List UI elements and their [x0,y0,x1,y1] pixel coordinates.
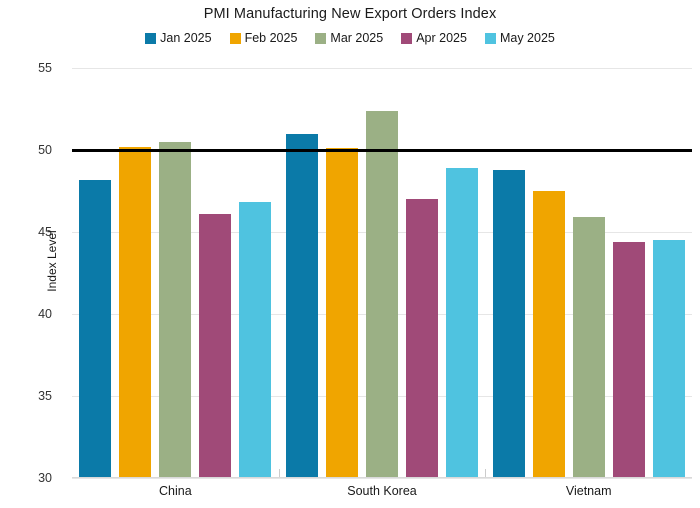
x-category-label: Vietnam [565,484,612,498]
y-axis-tick-labels: 30 35 40 45 50 55 [0,61,62,485]
bar[interactable] [239,202,272,478]
legend-label: Feb 2025 [244,31,298,45]
y-axis-title: Index Level [45,230,59,292]
y-tick-label: 40 [38,307,52,321]
bar-groups [72,68,692,478]
bar[interactable] [159,141,192,478]
legend-label: Jan 2025 [160,31,212,45]
legend-item[interactable]: Mar 2025 [315,32,383,45]
y-tick-label: 30 [38,471,52,485]
legend-label: Apr 2025 [416,31,467,45]
y-tick-label: 35 [38,389,52,403]
bar-group [72,68,279,478]
bar[interactable] [326,148,358,478]
bar[interactable] [406,199,438,478]
bar[interactable] [199,213,232,478]
bar[interactable] [572,217,605,478]
y-tick-label: 55 [38,61,52,75]
bar[interactable] [532,191,565,478]
bar[interactable] [366,110,398,478]
bar[interactable] [492,169,525,478]
legend-label: May 2025 [499,31,555,45]
x-axis-category-labels: China South Korea Vietnam [72,484,692,498]
bar[interactable] [79,179,112,478]
legend-label: Mar 2025 [330,31,384,45]
legend-swatch-icon [401,32,413,44]
legend-item[interactable]: Jan 2025 [145,31,212,45]
x-category-label: South Korea [347,484,417,498]
legend-swatch-icon [229,32,241,44]
gridline [72,68,692,69]
legend-item[interactable]: Apr 2025 [401,32,467,45]
bar[interactable] [119,146,152,478]
bar-group [278,68,486,478]
plot-area [72,68,692,479]
bar-group [485,68,692,478]
chart-title: PMI Manufacturing New Export Orders Inde… [203,6,497,22]
chart-legend: Jan 2025 Feb 2025 Mar 2025 Apr 2025 May 2025 [0,32,700,45]
bar[interactable] [286,133,318,478]
x-category-label: China [159,484,192,498]
bar[interactable] [612,241,645,478]
legend-swatch-icon [315,32,327,44]
legend-swatch-icon [484,32,496,44]
gridline [72,478,692,479]
x-axis-line [72,477,692,478]
bar[interactable] [446,168,478,478]
legend-item[interactable]: May 2025 [484,31,555,45]
legend-item[interactable]: Feb 2025 [229,31,298,45]
bar[interactable] [652,240,685,478]
y-tick-label: 45 [38,225,52,239]
reference-line-50 [72,149,692,152]
legend-swatch-icon [145,32,157,44]
y-tick-label: 50 [38,143,52,157]
